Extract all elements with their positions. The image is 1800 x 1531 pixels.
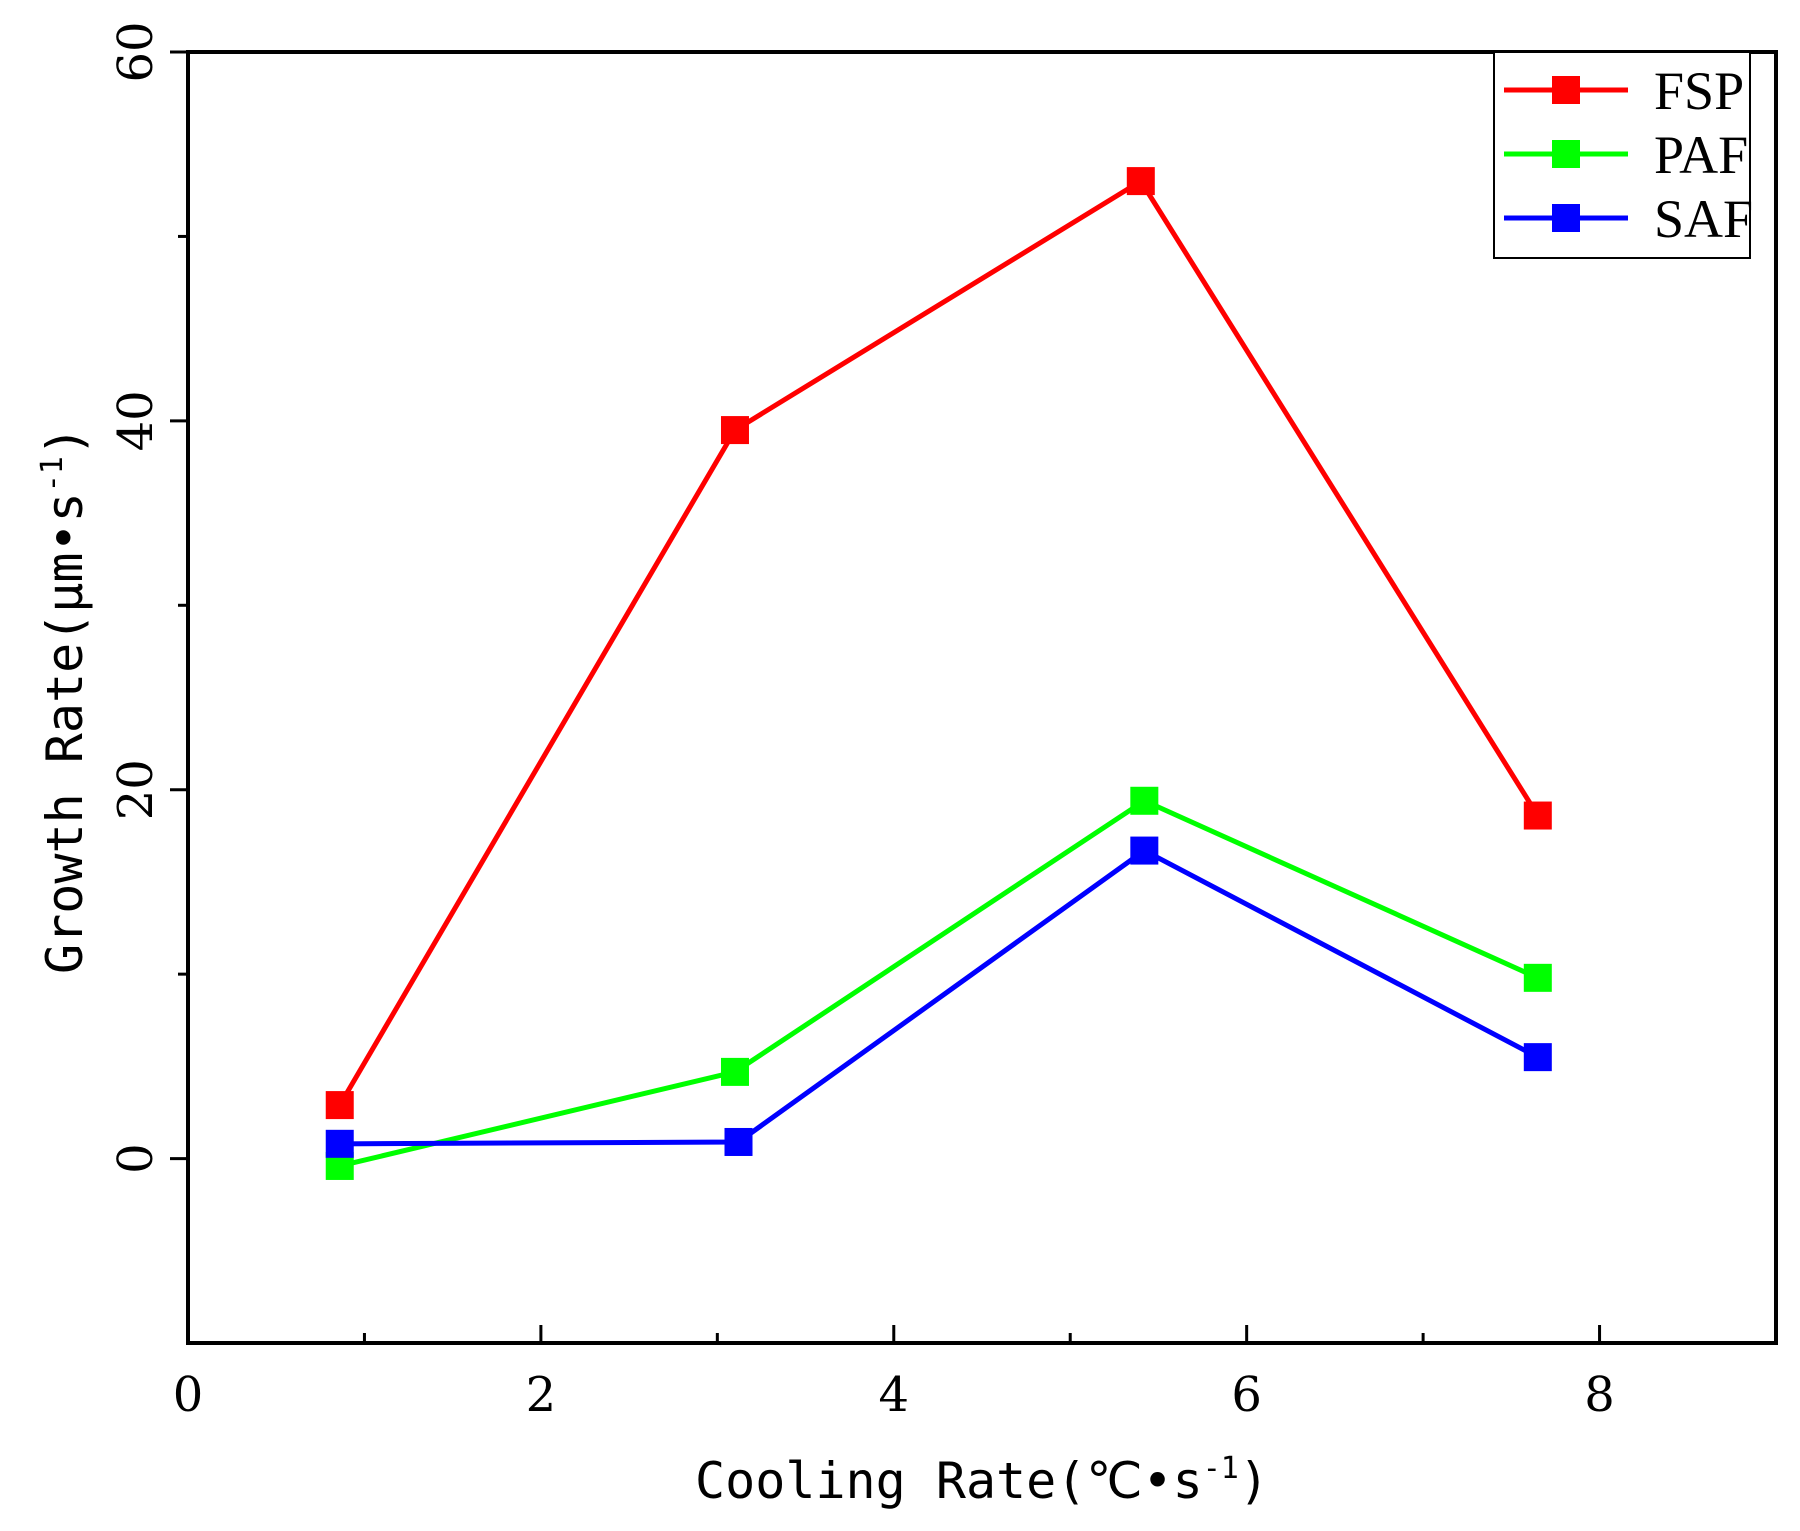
y-axis-title-close: ) — [36, 426, 94, 456]
series-layer — [325, 167, 1552, 1180]
legend-label-saf: SAF — [1654, 189, 1753, 249]
x-tick-label: 8 — [1584, 1367, 1615, 1423]
y-tick-label: 40 — [108, 390, 164, 451]
x-axis-title-close: ) — [1239, 1452, 1269, 1510]
data-point-fsp — [1523, 801, 1552, 830]
data-point-saf — [724, 1127, 753, 1156]
y-axis-title-superscript: -1 — [35, 456, 70, 492]
x-tick-label: 6 — [1231, 1367, 1262, 1423]
x-tick-label: 2 — [526, 1367, 557, 1423]
data-point-paf — [1130, 786, 1159, 815]
y-axis-ticks: 0 20 40 60 — [108, 21, 188, 1174]
x-tick-label: 4 — [879, 1367, 910, 1423]
data-point-fsp — [1126, 167, 1155, 196]
legend-label-paf: PAF — [1654, 125, 1748, 185]
x-tick-label: 0 — [173, 1367, 204, 1423]
y-tick-label: 20 — [108, 759, 164, 820]
data-point-fsp — [325, 1091, 354, 1120]
legend-label-fsp: FSP — [1654, 61, 1744, 121]
x-axis-title-superscript: -1 — [1203, 1451, 1239, 1486]
series-line-fsp — [337, 178, 1540, 1107]
legend-marker-fsp — [1552, 76, 1580, 104]
x-axis-title: Cooling Rate(℃•s-1) — [695, 1451, 1269, 1510]
series-line-saf — [339, 848, 1539, 1147]
data-point-paf — [1523, 963, 1552, 992]
data-point-saf — [325, 1129, 354, 1158]
plot-area — [186, 50, 1778, 1345]
data-point-fsp — [720, 416, 749, 445]
y-tick-label: 60 — [108, 21, 164, 82]
x-axis-title-main: Cooling Rate(℃•s — [695, 1452, 1203, 1510]
data-point-saf — [1523, 1043, 1552, 1072]
y-tick-label: 0 — [108, 1143, 164, 1174]
series-line-paf — [339, 798, 1539, 1169]
x-axis-ticks: 0 2 4 6 8 — [173, 1325, 1778, 1423]
y-axis-title-main: Growth Rate(μm•s — [36, 492, 94, 974]
y-axis-title: Growth Rate(μm•s-1) — [35, 426, 94, 974]
data-point-saf — [1130, 836, 1159, 865]
data-point-paf — [720, 1057, 749, 1086]
legend-marker-saf — [1552, 204, 1580, 232]
legend-marker-paf — [1552, 140, 1580, 168]
